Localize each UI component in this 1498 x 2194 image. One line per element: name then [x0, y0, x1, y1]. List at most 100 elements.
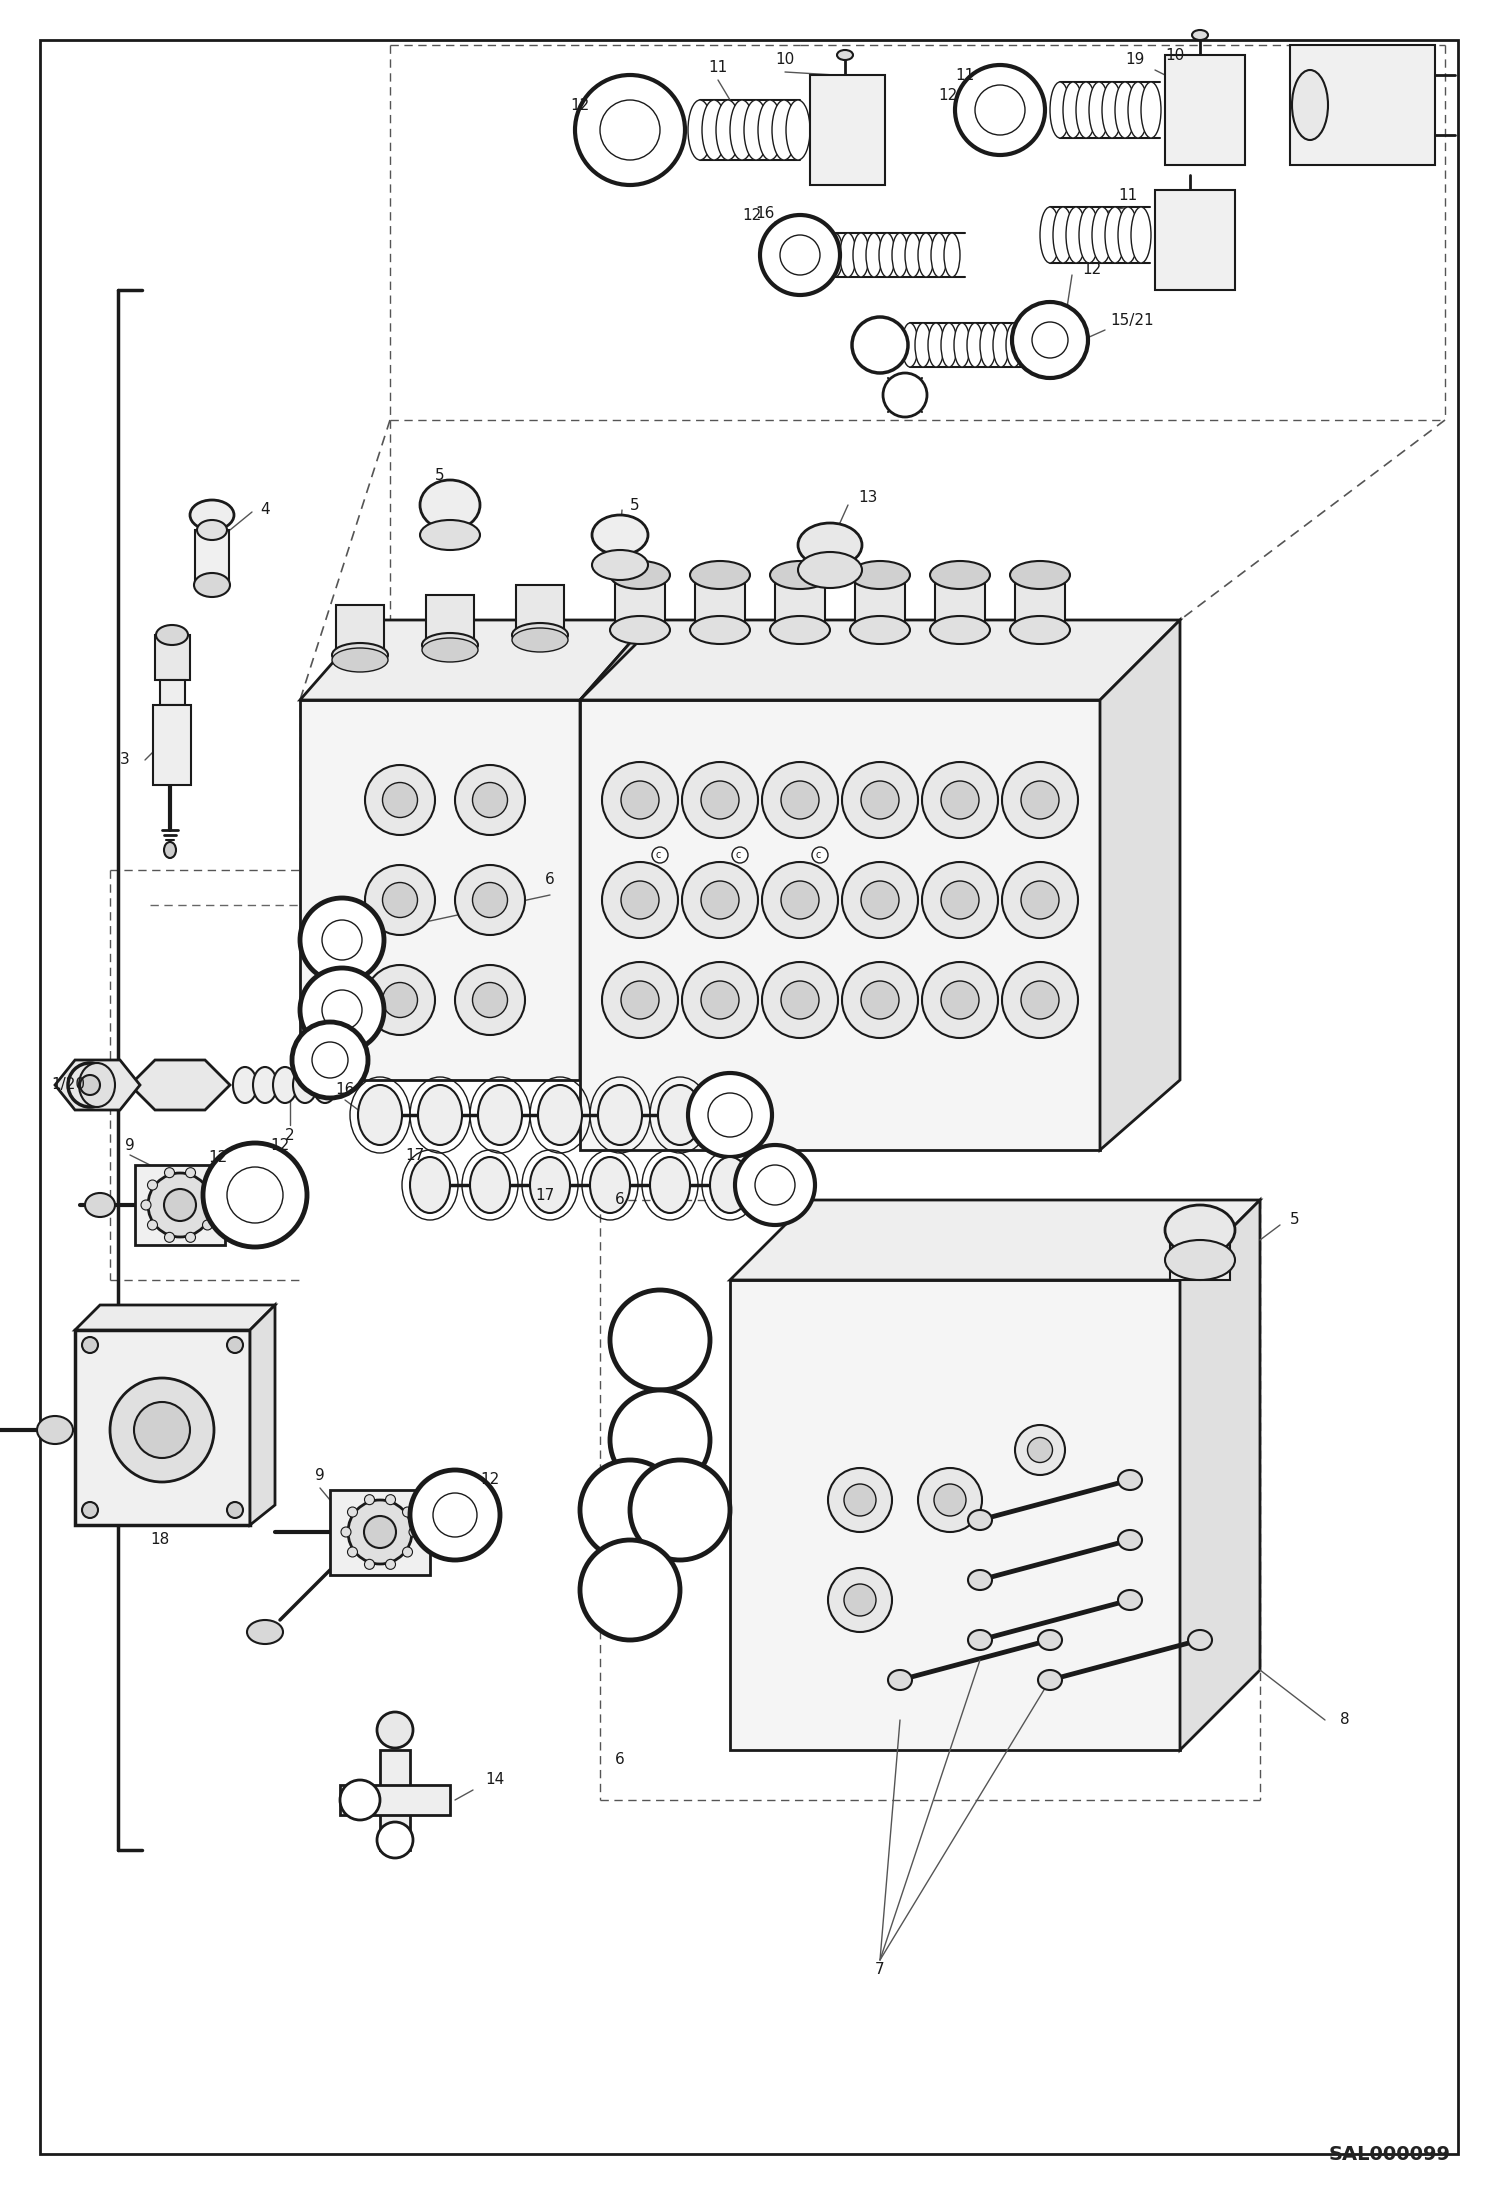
Circle shape — [382, 783, 418, 818]
Bar — [153, 704, 192, 785]
Circle shape — [842, 862, 918, 939]
Text: 12: 12 — [270, 1136, 289, 1152]
Circle shape — [364, 1560, 374, 1569]
Ellipse shape — [930, 617, 990, 645]
Bar — [380, 1751, 410, 1850]
Text: c: c — [736, 849, 742, 860]
Ellipse shape — [1131, 206, 1150, 263]
Ellipse shape — [1079, 206, 1100, 263]
Ellipse shape — [590, 1156, 631, 1213]
Ellipse shape — [650, 1156, 691, 1213]
Ellipse shape — [758, 101, 782, 160]
Ellipse shape — [253, 1066, 277, 1104]
Bar — [1155, 191, 1234, 290]
Circle shape — [322, 919, 363, 961]
Ellipse shape — [377, 1711, 413, 1749]
Text: 18: 18 — [150, 1531, 169, 1547]
Circle shape — [147, 1220, 157, 1231]
Text: 12: 12 — [939, 88, 959, 103]
Circle shape — [79, 1075, 100, 1095]
Ellipse shape — [163, 1189, 196, 1222]
Circle shape — [780, 235, 819, 274]
Text: 5: 5 — [436, 467, 445, 483]
Ellipse shape — [79, 1064, 115, 1108]
Circle shape — [1016, 1424, 1065, 1474]
Bar — [425, 595, 473, 649]
Circle shape — [366, 864, 434, 935]
Polygon shape — [75, 1305, 276, 1330]
Ellipse shape — [133, 1402, 190, 1459]
Text: 13: 13 — [858, 491, 878, 505]
Bar — [195, 531, 229, 586]
Circle shape — [852, 316, 908, 373]
Ellipse shape — [1141, 81, 1161, 138]
Text: 12: 12 — [481, 1472, 500, 1488]
Circle shape — [812, 847, 828, 862]
Circle shape — [455, 864, 524, 935]
Ellipse shape — [745, 101, 768, 160]
Ellipse shape — [968, 1630, 992, 1650]
Ellipse shape — [313, 1066, 337, 1104]
Ellipse shape — [333, 643, 388, 667]
Ellipse shape — [610, 617, 670, 645]
Ellipse shape — [419, 520, 479, 551]
Circle shape — [780, 981, 819, 1018]
Circle shape — [622, 981, 659, 1018]
Circle shape — [921, 961, 998, 1038]
Text: 6: 6 — [616, 1753, 625, 1768]
Ellipse shape — [538, 1086, 583, 1145]
Circle shape — [921, 761, 998, 838]
Ellipse shape — [333, 647, 388, 671]
Ellipse shape — [419, 480, 479, 531]
Circle shape — [861, 981, 899, 1018]
Polygon shape — [580, 621, 1180, 700]
Text: 9: 9 — [315, 1468, 325, 1483]
Bar — [330, 1490, 430, 1575]
Circle shape — [652, 847, 668, 862]
Circle shape — [186, 1167, 196, 1178]
Circle shape — [472, 983, 508, 1018]
Circle shape — [828, 1569, 891, 1632]
Circle shape — [300, 968, 383, 1051]
Ellipse shape — [1064, 81, 1083, 138]
Ellipse shape — [771, 101, 795, 160]
Circle shape — [941, 981, 980, 1018]
Circle shape — [340, 1779, 380, 1821]
Ellipse shape — [888, 1670, 912, 1689]
Ellipse shape — [688, 101, 712, 160]
Ellipse shape — [852, 233, 869, 276]
Circle shape — [975, 86, 1025, 136]
Circle shape — [472, 783, 508, 818]
Ellipse shape — [364, 1516, 395, 1549]
Text: 4: 4 — [261, 502, 270, 518]
Ellipse shape — [993, 323, 1010, 366]
Ellipse shape — [348, 1501, 412, 1564]
Circle shape — [1002, 961, 1079, 1038]
Ellipse shape — [1165, 1205, 1234, 1255]
Circle shape — [377, 1821, 413, 1858]
Circle shape — [1002, 761, 1079, 838]
Circle shape — [843, 1483, 876, 1516]
Polygon shape — [55, 1060, 139, 1110]
Ellipse shape — [190, 500, 234, 531]
Circle shape — [575, 75, 685, 184]
Ellipse shape — [1118, 1591, 1141, 1610]
Circle shape — [202, 1220, 213, 1231]
Ellipse shape — [941, 323, 957, 366]
Ellipse shape — [1067, 206, 1086, 263]
Ellipse shape — [1038, 1670, 1062, 1689]
Ellipse shape — [247, 1619, 283, 1643]
Bar — [340, 1786, 449, 1814]
Ellipse shape — [944, 233, 960, 276]
Circle shape — [202, 1180, 213, 1189]
Circle shape — [228, 1336, 243, 1354]
Ellipse shape — [968, 1571, 992, 1591]
Circle shape — [622, 882, 659, 919]
Circle shape — [762, 862, 837, 939]
Circle shape — [382, 882, 418, 917]
Ellipse shape — [1103, 81, 1122, 138]
Ellipse shape — [156, 625, 189, 645]
Ellipse shape — [1106, 206, 1125, 263]
Circle shape — [165, 1233, 174, 1242]
Circle shape — [762, 961, 837, 1038]
